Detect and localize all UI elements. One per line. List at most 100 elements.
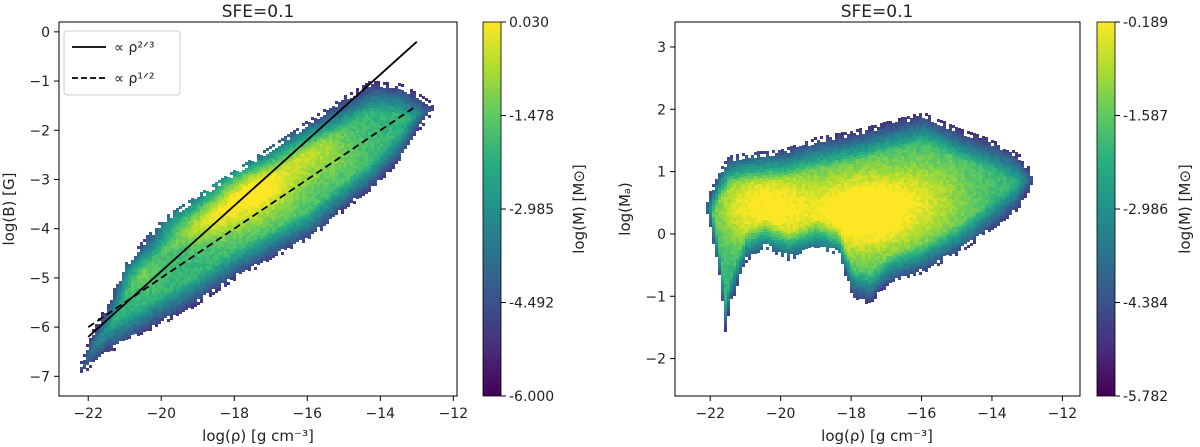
density-cell <box>820 157 823 160</box>
line-solid <box>87 41 418 338</box>
density-cell <box>122 278 125 281</box>
density-cell <box>359 153 362 156</box>
density-cell <box>314 226 317 229</box>
density-cell <box>814 200 817 203</box>
density-cell <box>230 268 233 271</box>
density-cell <box>173 270 176 273</box>
density-cell <box>781 251 784 254</box>
density-cell <box>146 301 149 304</box>
density-cell <box>209 285 212 288</box>
density-cell <box>194 271 197 274</box>
density-cell <box>284 229 287 232</box>
density-cell <box>269 185 272 188</box>
density-cell <box>185 283 188 286</box>
density-cell <box>209 252 212 255</box>
density-cell <box>766 235 769 238</box>
density-cell <box>173 300 176 303</box>
density-cell <box>254 165 257 168</box>
density-cell <box>362 178 365 181</box>
y-tick-label: −2 <box>29 123 50 139</box>
density-cell <box>368 132 371 135</box>
density-cell <box>248 259 251 262</box>
density-cell <box>712 241 715 244</box>
density-cell <box>377 87 380 90</box>
density-cell <box>757 241 760 244</box>
density-cell <box>80 361 83 364</box>
density-cell <box>778 153 781 156</box>
density-cell <box>167 256 170 259</box>
density-cell <box>155 306 158 309</box>
density-cell <box>236 228 239 231</box>
density-cell <box>218 255 221 258</box>
density-cell <box>811 235 814 238</box>
density-cell <box>727 262 730 265</box>
density-cell <box>374 126 377 129</box>
density-cell <box>266 178 269 181</box>
density-cell <box>305 226 308 229</box>
density-cell <box>191 243 194 246</box>
density-cell <box>305 154 308 157</box>
density-cell <box>775 219 778 222</box>
density-cell <box>308 152 311 155</box>
density-cell <box>311 198 314 201</box>
density-cell <box>299 213 302 216</box>
colorbar-ticks: 0.030-1.478-2.985-4.492-6.000 <box>501 15 554 405</box>
density-cell <box>826 225 829 228</box>
density-cell <box>404 137 407 140</box>
density-cell <box>326 221 329 224</box>
density-cell <box>793 253 796 256</box>
density-cell <box>278 203 281 206</box>
density-cell <box>772 150 775 153</box>
density-cell <box>86 350 89 353</box>
density-cell <box>158 297 161 300</box>
density-cell <box>248 256 251 259</box>
density-cell <box>104 316 107 319</box>
density-cell <box>299 204 302 207</box>
density-cell <box>814 197 817 200</box>
density-cell <box>805 237 808 240</box>
density-cell <box>179 224 182 227</box>
density-cell <box>128 306 131 309</box>
density-cell <box>275 226 278 229</box>
density-cell <box>395 152 398 155</box>
density-cell <box>380 159 383 162</box>
density-cell <box>730 203 733 206</box>
density-cell <box>727 175 730 178</box>
density-cell <box>134 307 137 310</box>
density-cell <box>128 333 131 336</box>
density-cell <box>227 228 230 231</box>
density-cell <box>724 275 727 278</box>
density-cell <box>326 110 329 113</box>
density-cell <box>251 218 254 221</box>
density-cell <box>167 247 170 250</box>
density-cell <box>206 230 209 233</box>
density-cell <box>802 235 805 238</box>
density-cell <box>790 224 793 227</box>
density-cell <box>748 239 751 242</box>
density-cell <box>161 237 164 240</box>
density-cell <box>182 309 185 312</box>
density-cell <box>419 112 422 115</box>
density-cell <box>251 191 254 194</box>
density-cell <box>308 149 311 152</box>
density-cell <box>254 168 257 171</box>
density-cell <box>706 208 709 211</box>
density-cell <box>781 203 784 206</box>
density-cell <box>212 232 215 235</box>
density-cell <box>260 164 263 167</box>
density-cell <box>356 91 359 94</box>
density-cell <box>799 185 802 188</box>
density-cell <box>302 153 305 156</box>
density-cell <box>203 229 206 232</box>
density-cell <box>269 215 272 218</box>
density-cell <box>386 127 389 130</box>
density-cell <box>739 181 742 184</box>
density-cell <box>176 238 179 241</box>
density-cell <box>820 145 823 148</box>
density-cell <box>302 222 305 225</box>
density-cell <box>200 294 203 297</box>
density-cell <box>341 136 344 139</box>
density-cell <box>790 161 793 164</box>
density-cell <box>143 308 146 311</box>
density-cell <box>799 188 802 191</box>
